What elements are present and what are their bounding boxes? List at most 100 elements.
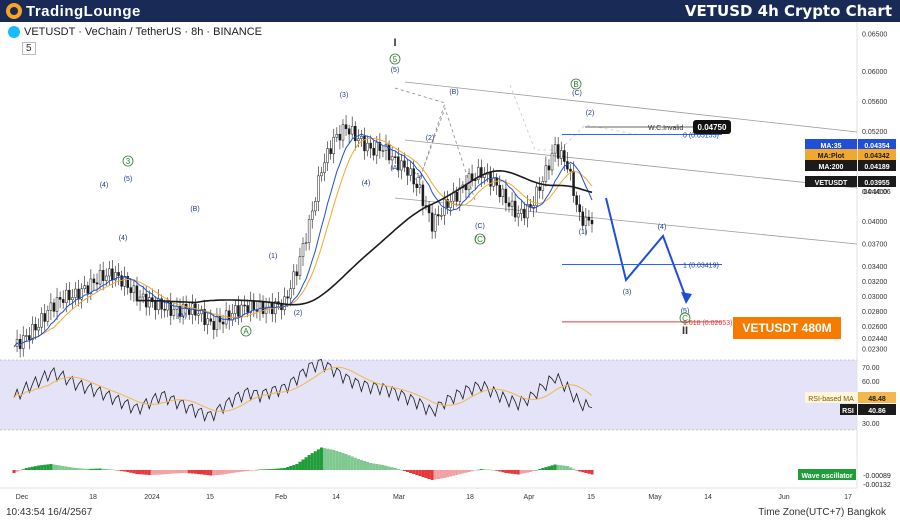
oscillator-bar	[215, 470, 219, 475]
chart-canvas[interactable]: 0 (0.05155) 1 (0.03419) 1.618 (0.02653) I 5…	[0, 0, 900, 504]
candle-body	[335, 134, 339, 138]
oscillator-bar	[390, 467, 394, 470]
candle-body	[476, 167, 480, 180]
candle-body	[98, 270, 102, 285]
candle-body	[89, 278, 93, 294]
oscillator-bar	[369, 463, 373, 470]
oscillator-bar	[160, 470, 164, 475]
fib-levels: 0 (0.05155) 1 (0.03419) 1.618 (0.02653)	[562, 132, 732, 327]
oscillator-bar	[298, 461, 302, 470]
timezone-selector[interactable]: Time Zone(UTC+7) Bangkok	[758, 507, 886, 518]
oscillator-bar	[492, 470, 496, 471]
rsi-ma-value: 48.48	[868, 396, 886, 403]
rsi-tag-box	[840, 404, 857, 415]
candle-body	[323, 162, 326, 173]
candle-body	[350, 126, 354, 135]
oscillator-bar	[55, 465, 59, 470]
candle-body	[34, 324, 37, 331]
wave-label-circle	[474, 233, 486, 245]
wave-label: 3	[126, 157, 131, 166]
oscillator-bar	[445, 470, 450, 478]
candle-body	[384, 144, 388, 151]
time-axis-tick: Dec	[16, 494, 29, 501]
time-axis-tick: 14	[704, 494, 712, 501]
wave-label: (5)	[124, 176, 133, 183]
oscillator-bar	[283, 468, 287, 470]
candle-body	[446, 198, 449, 208]
oscillator-bar	[498, 470, 502, 472]
candle-body	[581, 211, 585, 226]
candle-body	[341, 124, 345, 141]
oscillator-bar	[104, 469, 108, 470]
oscillator-bar	[46, 464, 50, 470]
oscillator-bar	[33, 466, 38, 470]
oscillator-bar	[461, 470, 465, 474]
price-tag-box	[805, 176, 857, 187]
oscillator-bar	[86, 469, 90, 470]
candle-body	[154, 301, 157, 311]
oscillator-bar	[181, 470, 185, 474]
fib-level-label: 0 (0.05155)	[683, 132, 719, 139]
oscillator-bar	[504, 470, 508, 473]
ma35-tag-box	[805, 139, 857, 150]
candle-body	[470, 173, 474, 180]
oscillator-bar	[316, 449, 320, 470]
candle-body	[387, 144, 391, 161]
brand-logo[interactable]: TradingLounge	[6, 1, 141, 21]
oscillator-bar	[289, 466, 293, 470]
oscillator-bar	[166, 470, 170, 474]
oscillator-bar	[378, 464, 382, 470]
oscillator-bar	[439, 470, 443, 479]
interval-selector[interactable]: 5	[22, 42, 36, 55]
candle-body	[212, 321, 216, 330]
rsi-ma-line	[13, 366, 593, 412]
price-axis-tick: 0.02600	[862, 324, 887, 331]
moving-averages	[13, 133, 593, 348]
osc-tag: Wave oscillator	[801, 473, 852, 480]
rsi-pane	[13, 359, 593, 423]
oscillator-bar	[27, 467, 31, 470]
oscillator-bar	[507, 470, 511, 474]
candle-body	[86, 285, 90, 294]
symbol-info[interactable]: VETUSDT · VeChain / TetherUS · 8h · BINA…	[8, 26, 262, 38]
wave-label: (C)	[475, 223, 485, 230]
oscillator-bar	[415, 470, 419, 475]
wave-label: (5)	[391, 67, 400, 74]
candle-body	[400, 160, 403, 171]
price-axis-tick: 0.06500	[862, 32, 887, 39]
candle-body	[357, 138, 360, 142]
candle-body	[77, 288, 80, 300]
oscillator-bar	[224, 470, 228, 474]
candle-body	[126, 276, 130, 288]
oscillator-bar	[156, 470, 161, 475]
ma35-line	[13, 133, 593, 348]
candle-body	[200, 309, 203, 315]
oscillator-bar	[239, 470, 244, 472]
rsi-band	[0, 360, 857, 430]
candle-body	[129, 287, 133, 293]
oscillator-bar	[338, 452, 342, 470]
candle-body	[535, 186, 538, 206]
oscillator-bar	[129, 470, 133, 473]
candle-body	[332, 136, 335, 154]
wave-label: (A)	[177, 313, 186, 320]
candle-body	[80, 288, 83, 300]
price-axis-tick: 0.03000	[862, 294, 887, 301]
oscillator-bar	[409, 470, 413, 473]
oscillator-bar	[175, 470, 179, 474]
candle-body	[326, 148, 329, 163]
wave-label: (4)	[658, 224, 667, 231]
candle-body	[307, 219, 311, 243]
candle-body	[40, 313, 43, 328]
oscillator-bar	[485, 469, 489, 470]
candle-body	[209, 318, 213, 322]
time-axis-tick: 15	[587, 494, 595, 501]
oscillator-bar	[40, 465, 44, 470]
ma-plot-value-box	[858, 149, 896, 160]
ma-plot-tag: MA:Plot	[818, 153, 845, 160]
candle-body	[148, 297, 151, 308]
candle-body	[590, 220, 594, 225]
oscillator-bar	[264, 469, 268, 470]
wave-label-circle	[240, 325, 252, 337]
price-axis-tick: 0.03400	[862, 264, 887, 271]
